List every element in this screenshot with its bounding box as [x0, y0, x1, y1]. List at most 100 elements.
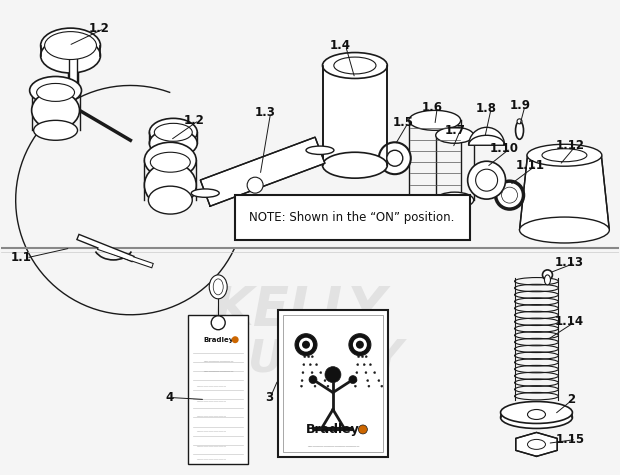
Text: 1.11: 1.11	[516, 159, 544, 171]
Text: 1.1: 1.1	[11, 251, 32, 265]
Bar	[69, 56, 76, 90]
Ellipse shape	[467, 161, 505, 199]
Ellipse shape	[409, 205, 461, 225]
Text: 1.7: 1.7	[445, 124, 466, 137]
Text: ___________________: ___________________	[307, 442, 359, 447]
Ellipse shape	[209, 275, 227, 299]
Ellipse shape	[368, 385, 370, 387]
Ellipse shape	[366, 380, 369, 381]
Ellipse shape	[356, 341, 364, 349]
Text: 1.12: 1.12	[556, 139, 585, 152]
Ellipse shape	[37, 84, 74, 101]
Ellipse shape	[32, 91, 79, 129]
Ellipse shape	[355, 380, 357, 381]
Text: Bradley: Bradley	[306, 423, 360, 436]
Ellipse shape	[144, 163, 197, 208]
Ellipse shape	[520, 217, 609, 243]
Ellipse shape	[500, 401, 572, 423]
Ellipse shape	[308, 356, 309, 358]
Polygon shape	[516, 432, 557, 456]
Ellipse shape	[365, 356, 367, 358]
Text: ____________: ____________	[197, 412, 226, 417]
Text: 1.9: 1.9	[510, 99, 531, 112]
Ellipse shape	[355, 385, 356, 387]
Ellipse shape	[327, 385, 329, 387]
Ellipse shape	[301, 380, 303, 381]
Ellipse shape	[542, 270, 552, 280]
Ellipse shape	[144, 142, 197, 178]
Ellipse shape	[387, 150, 403, 166]
Bar	[278, 310, 388, 457]
Ellipse shape	[502, 187, 518, 203]
Ellipse shape	[356, 371, 358, 374]
Ellipse shape	[409, 110, 461, 130]
Text: ____________: ____________	[197, 427, 226, 432]
Ellipse shape	[363, 364, 365, 366]
Ellipse shape	[154, 124, 192, 141]
Text: KELLY: KELLY	[213, 284, 387, 336]
Ellipse shape	[378, 380, 380, 381]
Ellipse shape	[527, 144, 602, 166]
Ellipse shape	[247, 177, 263, 193]
Polygon shape	[520, 155, 609, 230]
Ellipse shape	[528, 439, 546, 449]
Ellipse shape	[436, 192, 474, 208]
Bar	[235, 195, 469, 240]
Ellipse shape	[320, 371, 322, 374]
Ellipse shape	[313, 380, 315, 381]
Ellipse shape	[356, 364, 359, 366]
Ellipse shape	[40, 38, 100, 73]
Ellipse shape	[358, 356, 360, 358]
Polygon shape	[200, 137, 325, 206]
Ellipse shape	[324, 380, 326, 381]
Bar	[188, 315, 248, 465]
Ellipse shape	[495, 181, 523, 209]
Text: 3: 3	[265, 391, 273, 404]
Ellipse shape	[191, 189, 219, 197]
Text: 1.13: 1.13	[554, 256, 583, 269]
Ellipse shape	[301, 385, 303, 387]
Text: 1.2: 1.2	[89, 22, 109, 35]
Text: ____________: ____________	[197, 455, 226, 460]
Ellipse shape	[232, 336, 239, 343]
Ellipse shape	[370, 364, 371, 366]
Ellipse shape	[476, 169, 498, 191]
Ellipse shape	[379, 142, 411, 174]
Text: 1.15: 1.15	[556, 433, 585, 446]
Ellipse shape	[309, 376, 317, 384]
Ellipse shape	[303, 364, 305, 366]
Ellipse shape	[349, 376, 357, 384]
Ellipse shape	[302, 341, 310, 349]
Wedge shape	[469, 127, 505, 145]
Text: 1.10: 1.10	[490, 142, 518, 155]
Ellipse shape	[365, 371, 367, 374]
Ellipse shape	[374, 371, 376, 374]
Ellipse shape	[311, 371, 313, 374]
Ellipse shape	[211, 316, 225, 330]
Ellipse shape	[306, 146, 334, 154]
Ellipse shape	[516, 121, 523, 139]
Ellipse shape	[528, 409, 546, 419]
Ellipse shape	[517, 119, 522, 124]
Ellipse shape	[353, 338, 367, 352]
Bar	[323, 66, 388, 165]
Ellipse shape	[544, 275, 551, 285]
Text: ___________: ___________	[203, 357, 233, 362]
Text: 1.2: 1.2	[184, 114, 204, 127]
Text: ____________: ____________	[197, 442, 226, 447]
Bar	[283, 315, 383, 452]
Ellipse shape	[322, 53, 388, 78]
Ellipse shape	[322, 152, 388, 178]
Text: ____________: ____________	[197, 397, 226, 402]
Text: ____________: ____________	[197, 382, 226, 387]
Text: NOTE: Shown in the “ON” position.: NOTE: Shown in the “ON” position.	[249, 210, 454, 224]
Text: 2: 2	[567, 393, 575, 406]
Text: ___________: ___________	[203, 367, 233, 372]
Ellipse shape	[149, 118, 197, 146]
Ellipse shape	[299, 338, 313, 352]
Ellipse shape	[151, 152, 190, 172]
Ellipse shape	[542, 149, 587, 162]
Ellipse shape	[213, 279, 223, 295]
Text: 1.8: 1.8	[476, 102, 497, 115]
Ellipse shape	[302, 371, 304, 374]
